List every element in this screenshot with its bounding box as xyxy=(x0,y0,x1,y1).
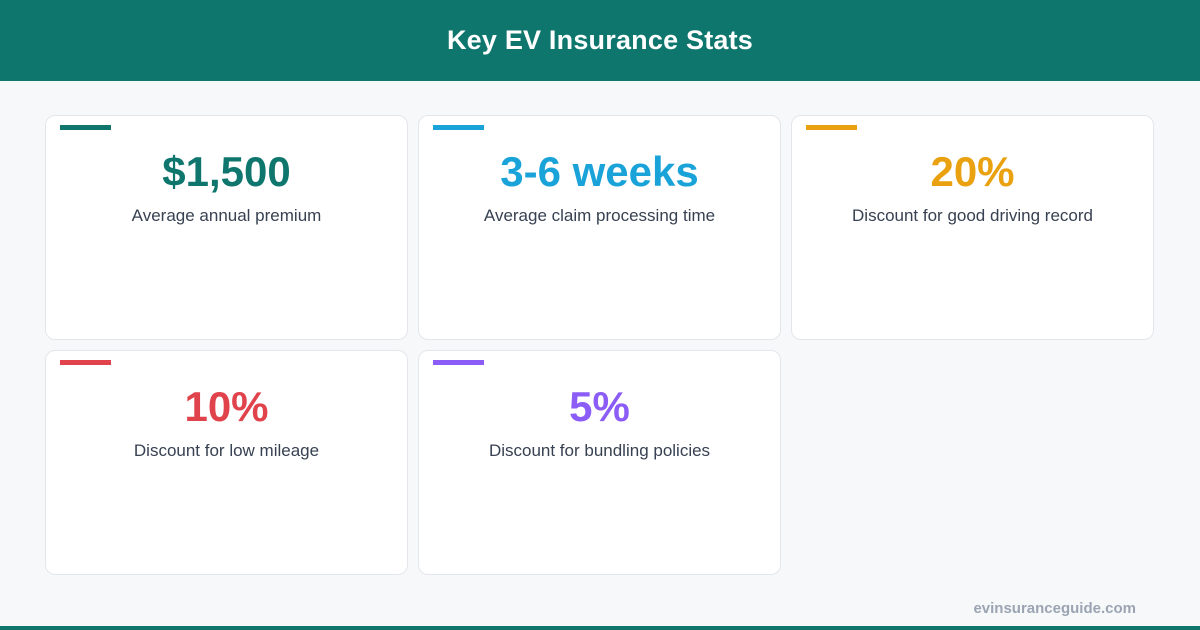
stat-label: Discount for low mileage xyxy=(133,441,320,460)
card-accent-bar xyxy=(806,125,857,130)
stat-label: Average annual premium xyxy=(131,206,322,225)
stat-card-low-mileage-discount: 10% Discount for low mileage xyxy=(45,350,408,575)
stat-value: $1,500 xyxy=(162,148,291,195)
page-title: Key EV Insurance Stats xyxy=(446,25,754,55)
header-banner: Key EV Insurance Stats xyxy=(0,0,1200,81)
stat-value: 3-6 weeks xyxy=(500,148,699,195)
card-accent-bar xyxy=(433,125,484,130)
stat-label: Average claim processing time xyxy=(483,206,716,225)
site-url: evinsuranceguide.com xyxy=(973,600,1136,617)
card-accent-bar xyxy=(60,360,111,365)
stat-value: 10% xyxy=(184,383,269,430)
stat-card-bundling-discount: 5% Discount for bundling policies xyxy=(418,350,781,575)
stat-value: 20% xyxy=(930,148,1015,195)
bottom-accent-bar xyxy=(0,626,1200,630)
card-accent-bar xyxy=(60,125,111,130)
stat-card-claim-processing-time: 3-6 weeks Average claim processing time xyxy=(418,115,781,340)
card-accent-bar xyxy=(433,360,484,365)
stat-card-average-premium: $1,500 Average annual premium xyxy=(45,115,408,340)
stat-label: Discount for good driving record xyxy=(852,206,1093,225)
stat-value: 5% xyxy=(569,383,630,430)
stat-label: Discount for bundling policies xyxy=(488,441,711,460)
stat-card-good-driving-discount: 20% Discount for good driving record xyxy=(791,115,1154,340)
